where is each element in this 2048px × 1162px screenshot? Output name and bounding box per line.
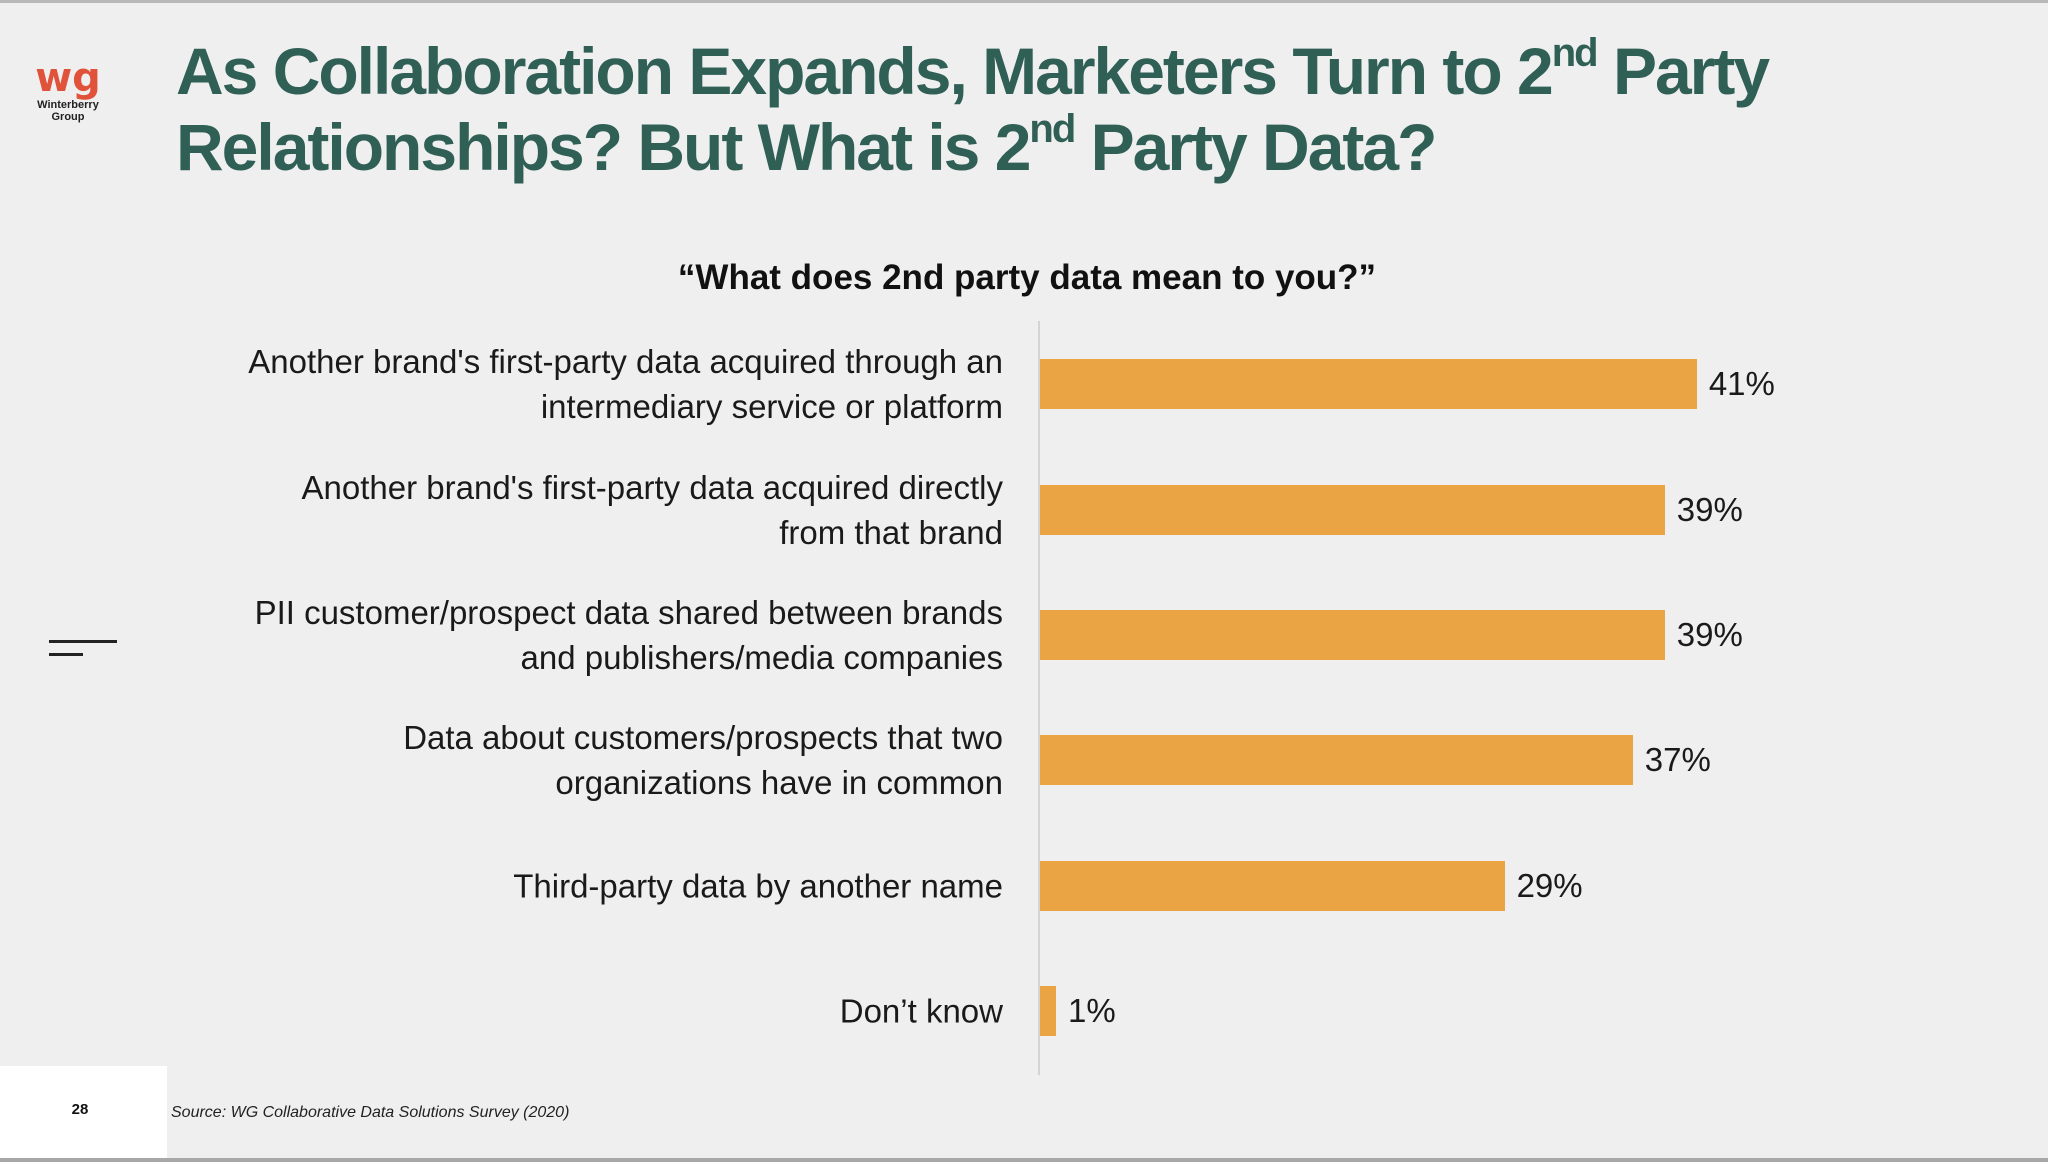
value-label: 1% <box>1068 992 1116 1029</box>
bar <box>1040 986 1057 1036</box>
category-label: Another brand's first-party data acquire… <box>301 469 1003 551</box>
title-line1: As Collaboration Expands, Marketers Turn… <box>176 34 1554 108</box>
category-label: Data about customers/prospects that two … <box>403 719 1003 801</box>
logo-mark: wg <box>35 55 101 101</box>
category-label: Don’t know <box>839 992 1003 1030</box>
title-line1-end: Party <box>1596 34 1770 108</box>
value-label: 39% <box>1676 491 1743 528</box>
title-line2: Relationships? But What is 2 <box>176 110 1031 184</box>
category-label: Another brand's first-party data acquire… <box>248 343 1003 425</box>
bottom-border <box>0 1158 2048 1162</box>
value-label: 39% <box>1676 616 1743 653</box>
title-line2-end: Party Data? <box>1074 110 1438 184</box>
value-label: 29% <box>1516 867 1583 904</box>
bar <box>1040 861 1505 911</box>
chart-axis <box>1038 321 1040 1075</box>
logo-name-line2: Group <box>51 111 85 123</box>
bar <box>1040 485 1665 535</box>
page-number: 28 <box>71 1101 89 1118</box>
logo-name: Winterberry Group <box>26 99 110 123</box>
bar <box>1040 359 1697 409</box>
title-sup1: nd <box>1551 31 1599 75</box>
title-sup2: nd <box>1029 107 1076 151</box>
chart-title: “What does 2nd party data mean to you?” <box>0 258 2048 298</box>
decorative-line <box>49 653 83 656</box>
source-note: Source: WG Collaborative Data Solutions … <box>171 1104 570 1121</box>
page-number-box <box>0 1066 167 1162</box>
logo-name-line1: Winterberry <box>37 99 99 111</box>
category-label: Third-party data by another name <box>513 867 1003 905</box>
bar <box>1040 735 1633 785</box>
winterberry-logo: wg Winterberry Group <box>26 55 110 123</box>
value-label: 37% <box>1644 741 1711 778</box>
value-label: 41% <box>1708 365 1775 402</box>
category-label: PII customer/prospect data shared betwee… <box>254 594 1003 676</box>
bar <box>1040 610 1665 660</box>
slide-title: As Collaboration Expands, Marketers Turn… <box>176 33 1996 185</box>
decorative-line <box>49 640 117 643</box>
chart-title-text: “What does 2nd party data mean to you?” <box>677 258 1377 297</box>
